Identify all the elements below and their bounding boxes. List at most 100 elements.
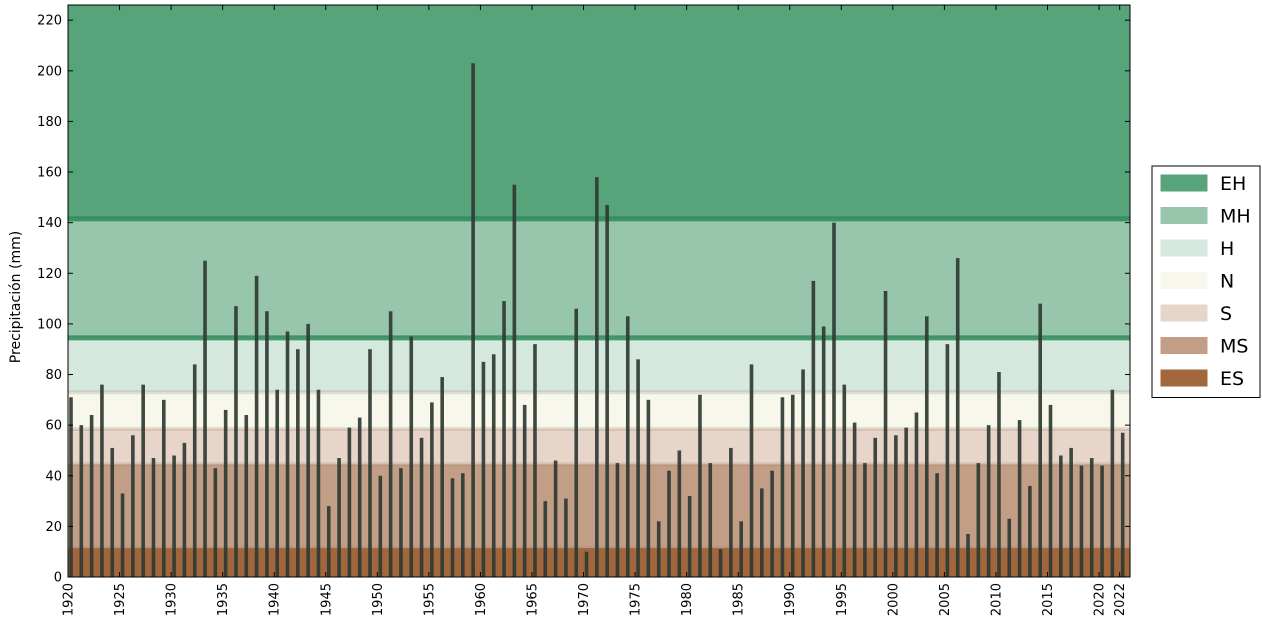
x-tick-label: 1985: [732, 583, 747, 616]
precipitation-bars: [69, 63, 1125, 578]
bar-1970: [584, 551, 589, 577]
bar-2006: [955, 258, 960, 577]
bar-2007: [966, 533, 970, 577]
bar-1939: [265, 311, 269, 577]
bar-1921: [79, 425, 84, 577]
bar-2001: [904, 427, 908, 577]
x-tick-label: 1955: [422, 583, 437, 616]
bar-1957: [450, 478, 455, 577]
y-tick-label: 140: [37, 216, 62, 231]
bar-1924: [110, 447, 115, 577]
bar-1986: [749, 364, 754, 577]
bar-1969: [574, 308, 579, 577]
y-tick-label: 0: [54, 571, 62, 586]
x-tick-label: 1920: [62, 583, 77, 616]
legend-label-h: H: [1220, 238, 1234, 260]
bar-2021: [1110, 389, 1115, 577]
bar-1929: [161, 399, 166, 577]
bar-1941: [285, 331, 290, 577]
bar-1932: [192, 364, 197, 577]
bar-1984: [729, 447, 733, 577]
legend-swatch-mh: [1160, 207, 1208, 224]
bar-1937: [244, 415, 249, 577]
bar-1934: [213, 468, 218, 577]
bar-1973: [615, 463, 620, 577]
bar-2022: [1120, 432, 1125, 577]
legend-label-eh: EH: [1220, 173, 1246, 195]
y-tick-label: 80: [45, 368, 62, 383]
bar-1935: [223, 409, 228, 577]
bar-1930: [172, 455, 176, 577]
bar-1947: [347, 427, 352, 577]
bar-2014: [1038, 303, 1043, 577]
legend-swatch-ms: [1160, 337, 1208, 354]
y-tick-label: 180: [37, 115, 62, 130]
bar-1959: [471, 63, 475, 577]
bar-2010: [997, 371, 1001, 577]
x-tick-label: 1940: [268, 583, 283, 616]
bar-2016: [1059, 455, 1063, 577]
x-tick-label: 1925: [113, 583, 128, 616]
bar-1976: [646, 399, 651, 577]
bar-2005: [945, 344, 950, 577]
bar-2017: [1069, 447, 1073, 577]
bar-2012: [1017, 420, 1022, 577]
bar-1988: [770, 470, 774, 577]
x-tick-label: 2020: [1093, 583, 1108, 616]
y-tick-label: 20: [45, 520, 62, 535]
bar-1936: [234, 306, 238, 577]
bar-1996: [852, 422, 857, 577]
x-tick-label: 1975: [629, 583, 644, 616]
bar-1968: [564, 498, 568, 577]
bar-1938: [254, 275, 259, 577]
bar-1922: [89, 415, 94, 577]
plot-frame: [67, 4, 1131, 578]
legend: EH MH HNS MS ES: [1151, 165, 1261, 398]
y-tick-label: 40: [45, 469, 62, 484]
bar-1923: [100, 384, 104, 577]
bar-1958: [461, 473, 465, 577]
bar-2019: [1089, 458, 1094, 577]
x-tick-label: 1945: [319, 583, 334, 616]
bar-1927: [141, 384, 145, 577]
x-tick-label: 1990: [783, 583, 798, 616]
bar-2002: [914, 412, 919, 577]
bar-1942: [296, 349, 300, 577]
bar-1950: [378, 475, 383, 577]
bar-1956: [440, 377, 444, 577]
y-tick-label: 160: [37, 166, 62, 181]
band-eh: [68, 5, 1130, 219]
bar-1945: [326, 506, 331, 577]
bar-1925: [120, 493, 125, 577]
bar-1978: [667, 470, 671, 577]
bar-1952: [399, 468, 403, 577]
bar-1982: [708, 463, 713, 577]
bar-1979: [677, 450, 682, 577]
bar-1999: [883, 291, 888, 577]
bar-1933: [203, 260, 207, 577]
legend-label-ms: MS: [1220, 336, 1248, 358]
bar-1948: [357, 417, 362, 577]
bar-2018: [1079, 465, 1084, 577]
bar-1966: [543, 501, 548, 577]
bar-1974: [625, 316, 630, 577]
x-tick-label: 2005: [938, 583, 953, 616]
legend-swatch-s: [1160, 304, 1208, 322]
y-tick-label: 60: [45, 419, 62, 434]
x-axis: 1920 1925 1930 1935 1940 1945 1950 1955 1960 1965…: [62, 5, 1128, 616]
bar-2011: [1007, 518, 1012, 577]
bar-1954: [419, 437, 424, 577]
legend-label-s: S: [1220, 303, 1232, 325]
bar-1994: [832, 222, 836, 578]
bar-1967: [553, 460, 558, 577]
bar-2000: [894, 435, 898, 577]
bar-1928: [151, 458, 156, 577]
y-tick-label: 100: [37, 317, 62, 332]
bar-1931: [182, 442, 187, 577]
x-tick-label: 1965: [525, 583, 540, 616]
bar-1992: [811, 280, 816, 577]
bar-1920: [69, 397, 73, 577]
legend-label-mh: MH: [1220, 206, 1251, 228]
bar-1964: [522, 404, 527, 577]
